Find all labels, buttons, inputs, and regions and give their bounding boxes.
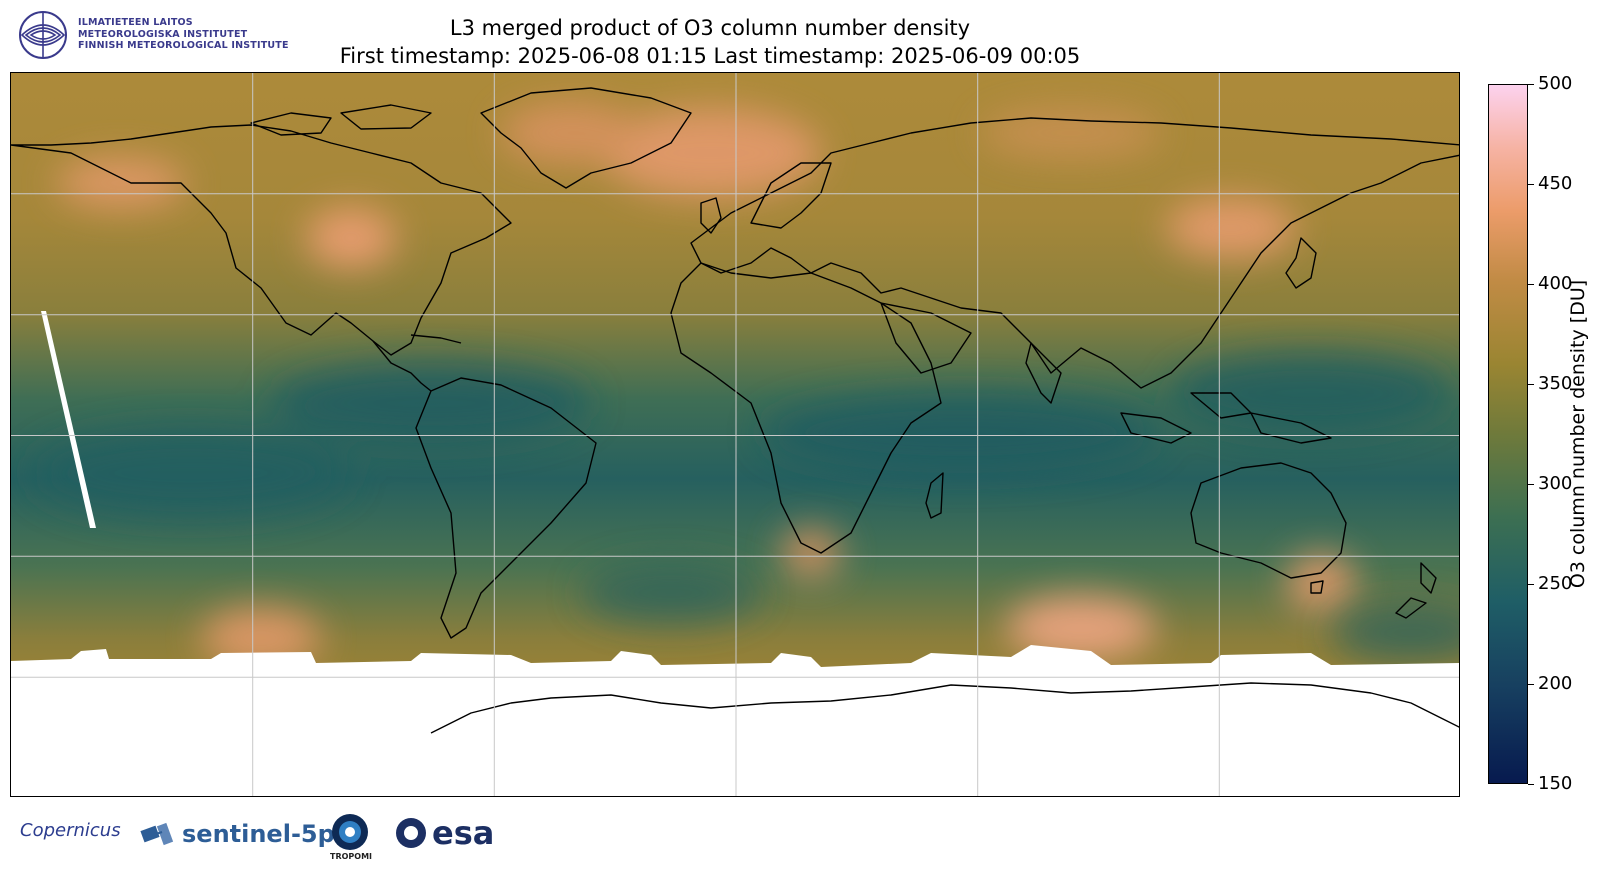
colorbar-tick [1528,83,1534,85]
colorbar-tick [1528,783,1534,785]
colorbar-label: O3 column number density [DU] [1567,279,1589,589]
colorbar-tick [1528,183,1534,185]
colorbar [1488,84,1528,784]
colorbar-tick-label: 400 [1538,273,1573,294]
map-frame [10,72,1460,797]
satellite-icon [140,822,174,846]
colorbar-tick [1528,283,1534,285]
colorbar-tick-label: 150 [1538,773,1573,794]
colorbar-tick [1528,583,1534,585]
coastlines [11,87,1459,734]
colorbar-tick-label: 500 [1538,73,1573,94]
esa-emblem-icon [396,818,426,848]
fmi-name-en: FINNISH METEOROLOGICAL INSTITUTE [78,40,289,51]
colorbar-tick [1528,483,1534,485]
colorbar-tick [1528,383,1534,385]
ozone-lows [31,353,1459,663]
copernicus-logo-text: opernicus [32,820,121,841]
fmi-name: ILMATIETEEN LAITOS METEOROLOGISKA INSTIT… [78,17,289,52]
fmi-logo: ILMATIETEEN LAITOS METEOROLOGISKA INSTIT… [18,10,308,60]
tropomi-eye-icon [332,814,368,850]
ozone-highs [56,103,1356,668]
colorbar-tick-label: 300 [1538,473,1573,494]
colorbar-tick-label: 350 [1538,373,1573,394]
fmi-name-fi: ILMATIETEEN LAITOS [78,17,193,28]
copernicus-c-icon: C [20,820,33,841]
colorbar-tick [1528,683,1534,685]
fmi-emblem-icon [19,11,67,59]
map-subtitle: First timestamp: 2025-06-08 01:15 Last t… [339,44,1081,68]
map-title: L3 merged product of O3 column number de… [449,16,971,40]
colorbar-tick-label: 200 [1538,673,1573,694]
fmi-name-sv: METEOROLOGISKA INSTITUTET [78,28,248,40]
ozone-map [11,73,1459,796]
graticule [11,73,1459,796]
tropomi-logo-text: TROPOMI [330,852,373,861]
esa-logo-text: esa [432,814,495,852]
copernicus-logo: Copernicus [20,820,121,841]
colorbar-tick-label: 450 [1538,173,1573,194]
colorbar-tick-label: 250 [1538,573,1573,594]
partner-logos: Copernicus sentinel-5p TROPOMI esa [20,812,500,862]
no-data-south [11,645,1459,796]
orbit-gap [41,311,96,528]
sentinel-logo-text: sentinel-5p [182,820,335,848]
